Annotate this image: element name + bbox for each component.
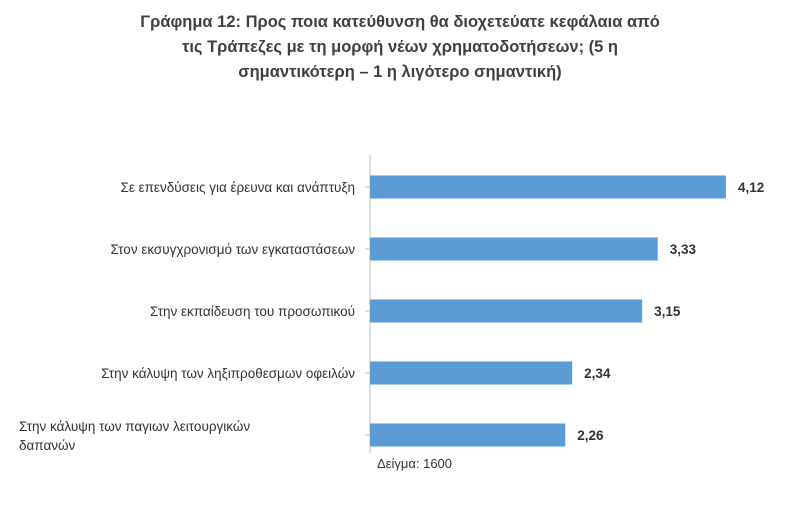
category-label-1: Σε επενδύσεις για έρευνα και ανάπτυξη (120, 180, 355, 195)
category-label-5-line-1: Στην κάλυψη των παγιων λειτουργικών (19, 419, 250, 434)
value-label-3: 3,15 (654, 304, 681, 319)
bar-3 (370, 299, 643, 323)
category-label-2: Στον εκσυγχρονισμό των εγκαταστάσεων (110, 242, 355, 257)
chart-title: Γράφημα 12: Προς ποια κατεύθυνση θα διοχ… (60, 10, 740, 85)
bar-2 (370, 237, 658, 261)
category-label-5-line-2: δαπανών (19, 438, 76, 453)
chart-title-line-3: σημαντικότερη – 1 η λιγότερο σημαντική) (238, 63, 562, 81)
value-label-5: 2,26 (577, 428, 604, 443)
sample-size-note: Δείγμα: 1600 (377, 456, 453, 471)
value-label-2: 3,33 (670, 242, 697, 257)
value-label-4: 2,34 (584, 366, 611, 381)
bar-4 (370, 361, 573, 385)
chart-title-line-1: Γράφημα 12: Προς ποια κατεύθυνση θα διοχ… (140, 13, 660, 31)
chart-title-line-2: τις Τράπεζες με τη μορφή νέων χρηματοδοτ… (181, 38, 619, 56)
category-label-4: Στην κάλυψη των ληξιπροθεσμων οφειλών (101, 366, 355, 381)
bar-5 (370, 423, 566, 447)
value-label-1: 4,12 (738, 180, 764, 195)
category-label-3: Στην εκπαίδευση του προσωπικού (150, 304, 355, 319)
bar-1 (370, 175, 726, 199)
